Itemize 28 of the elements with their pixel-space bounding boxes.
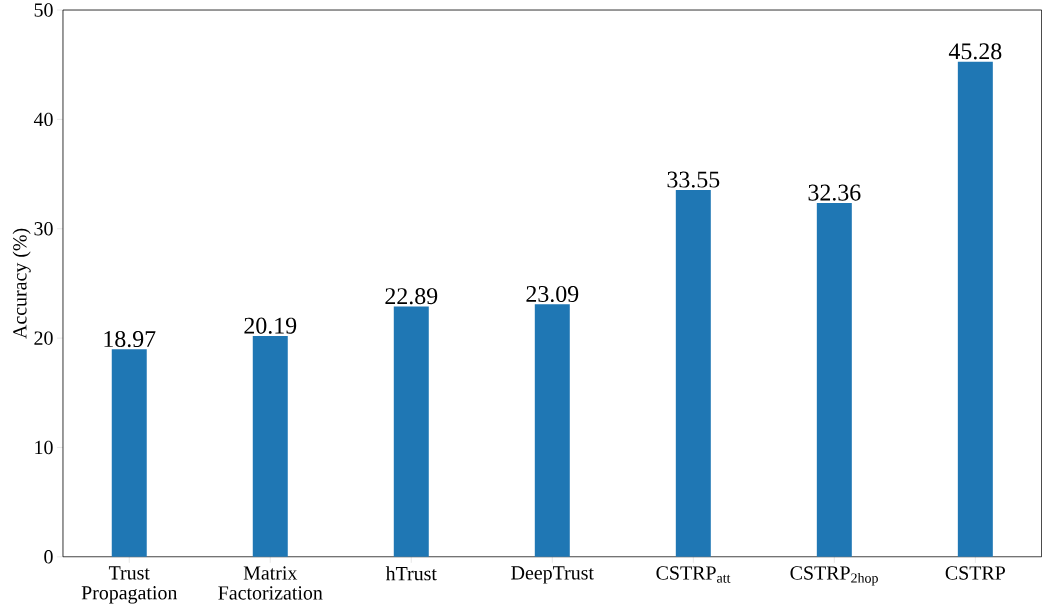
data-label: 45.28 bbox=[948, 43, 1002, 60]
bar bbox=[957, 61, 993, 557]
bar bbox=[534, 304, 570, 557]
data-label: 20.19 bbox=[244, 317, 297, 334]
bar bbox=[252, 336, 288, 557]
y-tick-label: 0 bbox=[44, 550, 53, 564]
y-tick-label: 30 bbox=[34, 222, 53, 236]
bar bbox=[111, 349, 147, 557]
y-tick-label: 40 bbox=[33, 112, 53, 127]
x-tick-label: CSTRP bbox=[945, 566, 1005, 580]
data-label: 23.09 bbox=[526, 285, 579, 303]
data-label: 33.55 bbox=[667, 171, 720, 188]
data-label: 22.89 bbox=[385, 288, 438, 305]
x-tick-label: CSTRP$_{2hop}$ bbox=[790, 566, 878, 586]
x-tick-label: DeepTrust bbox=[511, 566, 594, 584]
y-tick-label: 50 bbox=[34, 3, 53, 17]
x-tick-label: CSTRP$_{att}$ bbox=[656, 566, 731, 583]
data-label: 32.36 bbox=[808, 184, 861, 201]
y-axis-title: Accuracy (%) bbox=[12, 228, 31, 339]
y-tick-label: 20 bbox=[34, 331, 53, 345]
data-label: 18.97 bbox=[104, 331, 156, 348]
bar bbox=[675, 190, 711, 557]
bar bbox=[816, 203, 852, 557]
x-tick-label: hTrust bbox=[385, 566, 437, 581]
x-tick-label: Trust Propagation bbox=[81, 566, 178, 604]
bar bbox=[393, 306, 429, 557]
y-tick-label: 10 bbox=[35, 440, 53, 455]
x-tick-label: Matrix Factorization bbox=[218, 566, 323, 600]
